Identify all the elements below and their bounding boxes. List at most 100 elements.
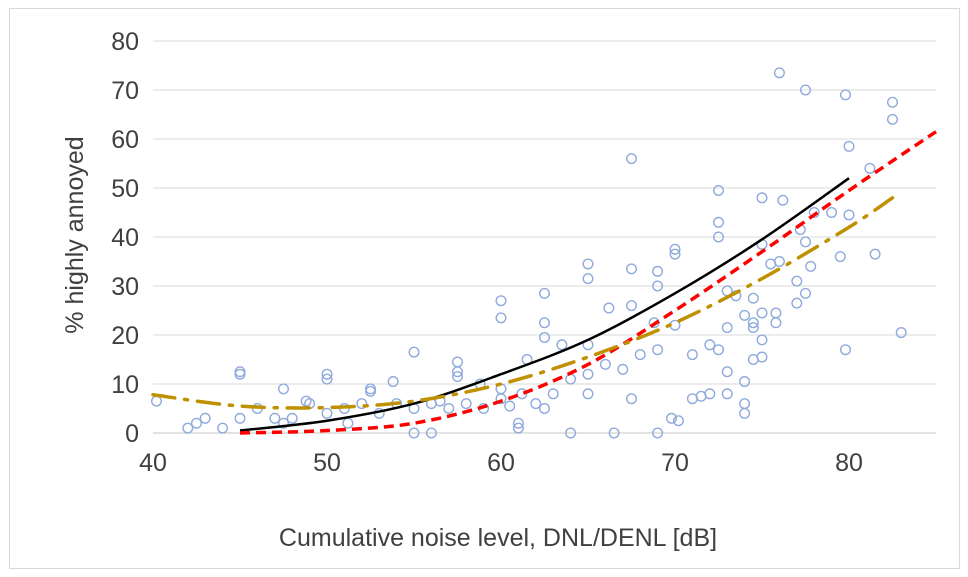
- data-point: [443, 403, 455, 415]
- data-point: [539, 403, 551, 415]
- tick-labels: 0 10 20 30 40 50 60 70 80 40 50 60 70 80: [111, 28, 863, 477]
- data-point: [452, 356, 464, 368]
- data-point: [582, 273, 594, 285]
- series-line-solid: [239, 177, 850, 432]
- data-point: [672, 415, 684, 427]
- y-tick-label: 30: [111, 273, 139, 301]
- data-point: [199, 412, 211, 424]
- data-point: [512, 417, 524, 429]
- y-tick-label: 50: [111, 175, 139, 203]
- data-point: [539, 331, 551, 343]
- data-point: [713, 184, 725, 196]
- data-point: [756, 334, 768, 346]
- data-point: [565, 427, 577, 439]
- data-point: [666, 412, 678, 424]
- data-point: [721, 366, 733, 378]
- data-point: [300, 395, 312, 407]
- data-point: [887, 113, 899, 125]
- data-point: [321, 407, 333, 419]
- data-point: [547, 388, 559, 400]
- data-point: [686, 349, 698, 361]
- data-point: [150, 395, 162, 407]
- x-tick-label: 80: [835, 449, 863, 477]
- data-point: [669, 248, 681, 260]
- chart-area: 0 10 20 30 40 50 60 70 80 40 50 60 70 80 Cumulative n…: [9, 8, 960, 569]
- data-point: [864, 162, 876, 174]
- data-points: [150, 67, 907, 439]
- data-point: [800, 236, 812, 248]
- data-point: [713, 344, 725, 356]
- data-point: [739, 309, 751, 321]
- data-point: [321, 373, 333, 385]
- data-point: [826, 206, 838, 218]
- gridlines: [153, 40, 936, 385]
- data-point: [773, 67, 785, 79]
- data-point: [721, 388, 733, 400]
- data-point: [599, 358, 611, 370]
- y-axis-title: % highly annoyed: [61, 136, 89, 333]
- data-point: [739, 398, 751, 410]
- y-tick-label: 40: [111, 224, 139, 252]
- y-tick-label: 60: [111, 126, 139, 154]
- data-point: [356, 398, 368, 410]
- data-point: [626, 300, 638, 312]
- data-point: [713, 231, 725, 243]
- data-point: [365, 385, 377, 397]
- data-point: [182, 422, 194, 434]
- x-tick-label: 50: [313, 449, 341, 477]
- data-point: [278, 383, 290, 395]
- data-point: [770, 307, 782, 319]
- data-point: [278, 417, 290, 429]
- data-point: [617, 363, 629, 375]
- data-point: [452, 366, 464, 378]
- y-tick-label: 70: [111, 77, 139, 105]
- data-point: [495, 312, 507, 324]
- data-point: [495, 295, 507, 307]
- data-point: [342, 417, 354, 429]
- data-point: [747, 292, 759, 304]
- data-point: [626, 153, 638, 165]
- data-point: [713, 216, 725, 228]
- x-tick-label: 40: [139, 449, 167, 477]
- data-point: [808, 206, 820, 218]
- data-point: [539, 287, 551, 299]
- data-point: [556, 339, 568, 351]
- data-point: [387, 376, 399, 388]
- data-point: [840, 89, 852, 101]
- data-point: [234, 412, 246, 424]
- data-point: [770, 317, 782, 329]
- data-point: [791, 275, 803, 287]
- series-line-dashdot: [151, 196, 895, 410]
- data-point: [739, 407, 751, 419]
- data-point: [652, 280, 664, 292]
- data-point: [747, 322, 759, 334]
- data-point: [747, 317, 759, 329]
- data-point: [495, 393, 507, 405]
- data-point: [582, 388, 594, 400]
- data-point: [756, 192, 768, 204]
- x-tick-label: 60: [487, 449, 515, 477]
- data-point: [669, 243, 681, 255]
- data-point: [652, 427, 664, 439]
- data-point: [805, 260, 817, 272]
- data-point: [504, 400, 516, 412]
- data-point: [452, 371, 464, 383]
- data-point: [800, 84, 812, 96]
- data-point: [626, 393, 638, 405]
- data-point: [756, 351, 768, 363]
- x-axis-title: Cumulative noise level, DNL/DENL [dB]: [279, 524, 717, 552]
- y-tick-label: 20: [111, 322, 139, 350]
- data-point: [895, 327, 907, 339]
- data-point: [652, 265, 664, 277]
- data-point: [626, 263, 638, 275]
- data-point: [217, 422, 229, 434]
- data-point: [634, 349, 646, 361]
- data-point: [777, 194, 789, 206]
- data-point: [869, 248, 881, 260]
- data-point: [800, 287, 812, 299]
- data-point: [565, 373, 577, 385]
- data-point: [652, 344, 664, 356]
- data-point: [843, 140, 855, 152]
- data-point: [190, 417, 202, 429]
- data-point: [791, 297, 803, 309]
